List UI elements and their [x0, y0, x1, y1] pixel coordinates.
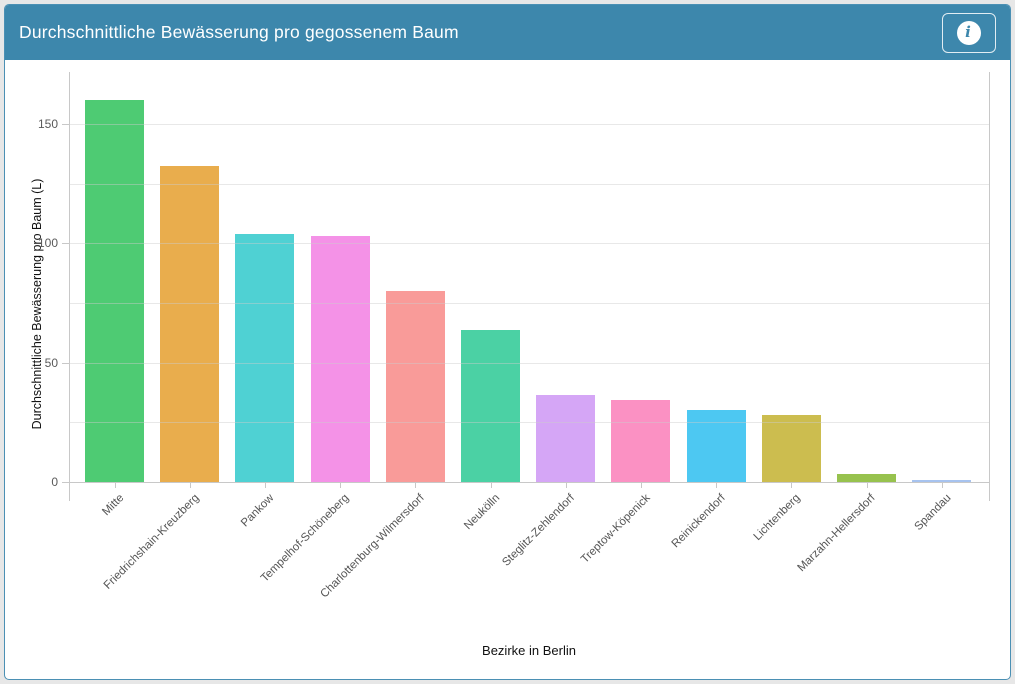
bar-steglitz-zehlendorf[interactable]: [536, 394, 596, 482]
y-tick-mark: [62, 362, 69, 364]
x-tick-mark: [340, 483, 342, 488]
y-tick-mark: [62, 482, 69, 483]
y-axis-title: Durchschnittliche Bewässerung pro Baum (…: [30, 178, 44, 430]
bar-chart: Durchschnittliche Bewässerung pro Baum (…: [5, 60, 1009, 678]
x-tick-mark: [716, 483, 718, 488]
x-tick-mark: [941, 483, 943, 488]
bar-mitte[interactable]: [85, 100, 144, 482]
info-icon-glyph: i: [965, 23, 971, 41]
x-axis-title: Bezirke in Berlin: [482, 643, 576, 658]
x-tick-mark: [415, 483, 417, 488]
bar-tempelhof-schoeneberg[interactable]: [310, 236, 370, 482]
bar-spandau[interactable]: [912, 480, 972, 482]
x-tick-label-spandau: Spandau: [912, 492, 954, 534]
x-tick-label-neukoelln: Neukölln: [461, 492, 502, 533]
x-tick-mark: [640, 483, 642, 488]
x-tick-mark: [114, 483, 116, 488]
x-tick-label-reinickendorf: Reinickendorf: [669, 492, 728, 551]
gridline-50: [69, 362, 989, 364]
x-tick-label-marzahn-hellersdorf: Marzahn-Hellersdorf: [795, 492, 878, 575]
x-tick-label-treptow-koepenick: Treptow-Köpenick: [578, 492, 653, 566]
card-header: Durchschnittliche Bewässerung pro gegoss…: [5, 5, 1010, 60]
y-axis-line: [69, 72, 70, 501]
bar-treptow-koepenick[interactable]: [611, 399, 671, 482]
gridline-150: [69, 123, 989, 125]
gridline-100: [69, 243, 989, 245]
info-icon: i: [957, 20, 981, 45]
bar-friedrichshain-kreuzberg[interactable]: [160, 165, 220, 482]
x-tick-mark: [791, 483, 793, 488]
bar-charlottenburg-wilmersdorf[interactable]: [385, 291, 445, 482]
x-tick-label-lichtenberg: Lichtenberg: [751, 492, 803, 543]
gridline-75: [69, 302, 989, 304]
y-tick-label: 100: [37, 236, 58, 251]
bar-marzahn-hellersdorf[interactable]: [837, 473, 896, 482]
y-tick-label: 0: [51, 475, 58, 489]
gridline-25: [69, 422, 989, 424]
x-tick-label-mitte: Mitte: [99, 492, 126, 519]
info-button[interactable]: i: [942, 12, 996, 53]
x-tick-label-steglitz-zehlendorf: Steglitz-Zehlendorf: [500, 492, 578, 569]
x-tick-mark: [264, 483, 266, 488]
y-tick-label: 150: [37, 116, 58, 131]
bar-pankow[interactable]: [235, 233, 295, 482]
y-tick-mark: [62, 243, 69, 245]
x-axis-line: [69, 482, 989, 483]
bar-reinickendorf[interactable]: [686, 410, 746, 482]
x-tick-mark: [866, 483, 868, 488]
x-tick-mark: [490, 483, 492, 488]
bar-neukoelln[interactable]: [461, 330, 520, 482]
y-tick-mark: [62, 123, 69, 125]
x-tick-mark: [189, 483, 191, 488]
x-tick-label-pankow: Pankow: [238, 492, 277, 530]
chart-card: Durchschnittliche Bewässerung pro gegoss…: [4, 4, 1011, 680]
x-tick-mark: [565, 483, 567, 488]
bar-lichtenberg[interactable]: [761, 415, 821, 482]
gridline-125: [69, 183, 989, 185]
page-title: Durchschnittliche Bewässerung pro gegoss…: [19, 22, 459, 42]
plot-right-border: [989, 72, 990, 501]
y-tick-label: 50: [44, 355, 58, 370]
